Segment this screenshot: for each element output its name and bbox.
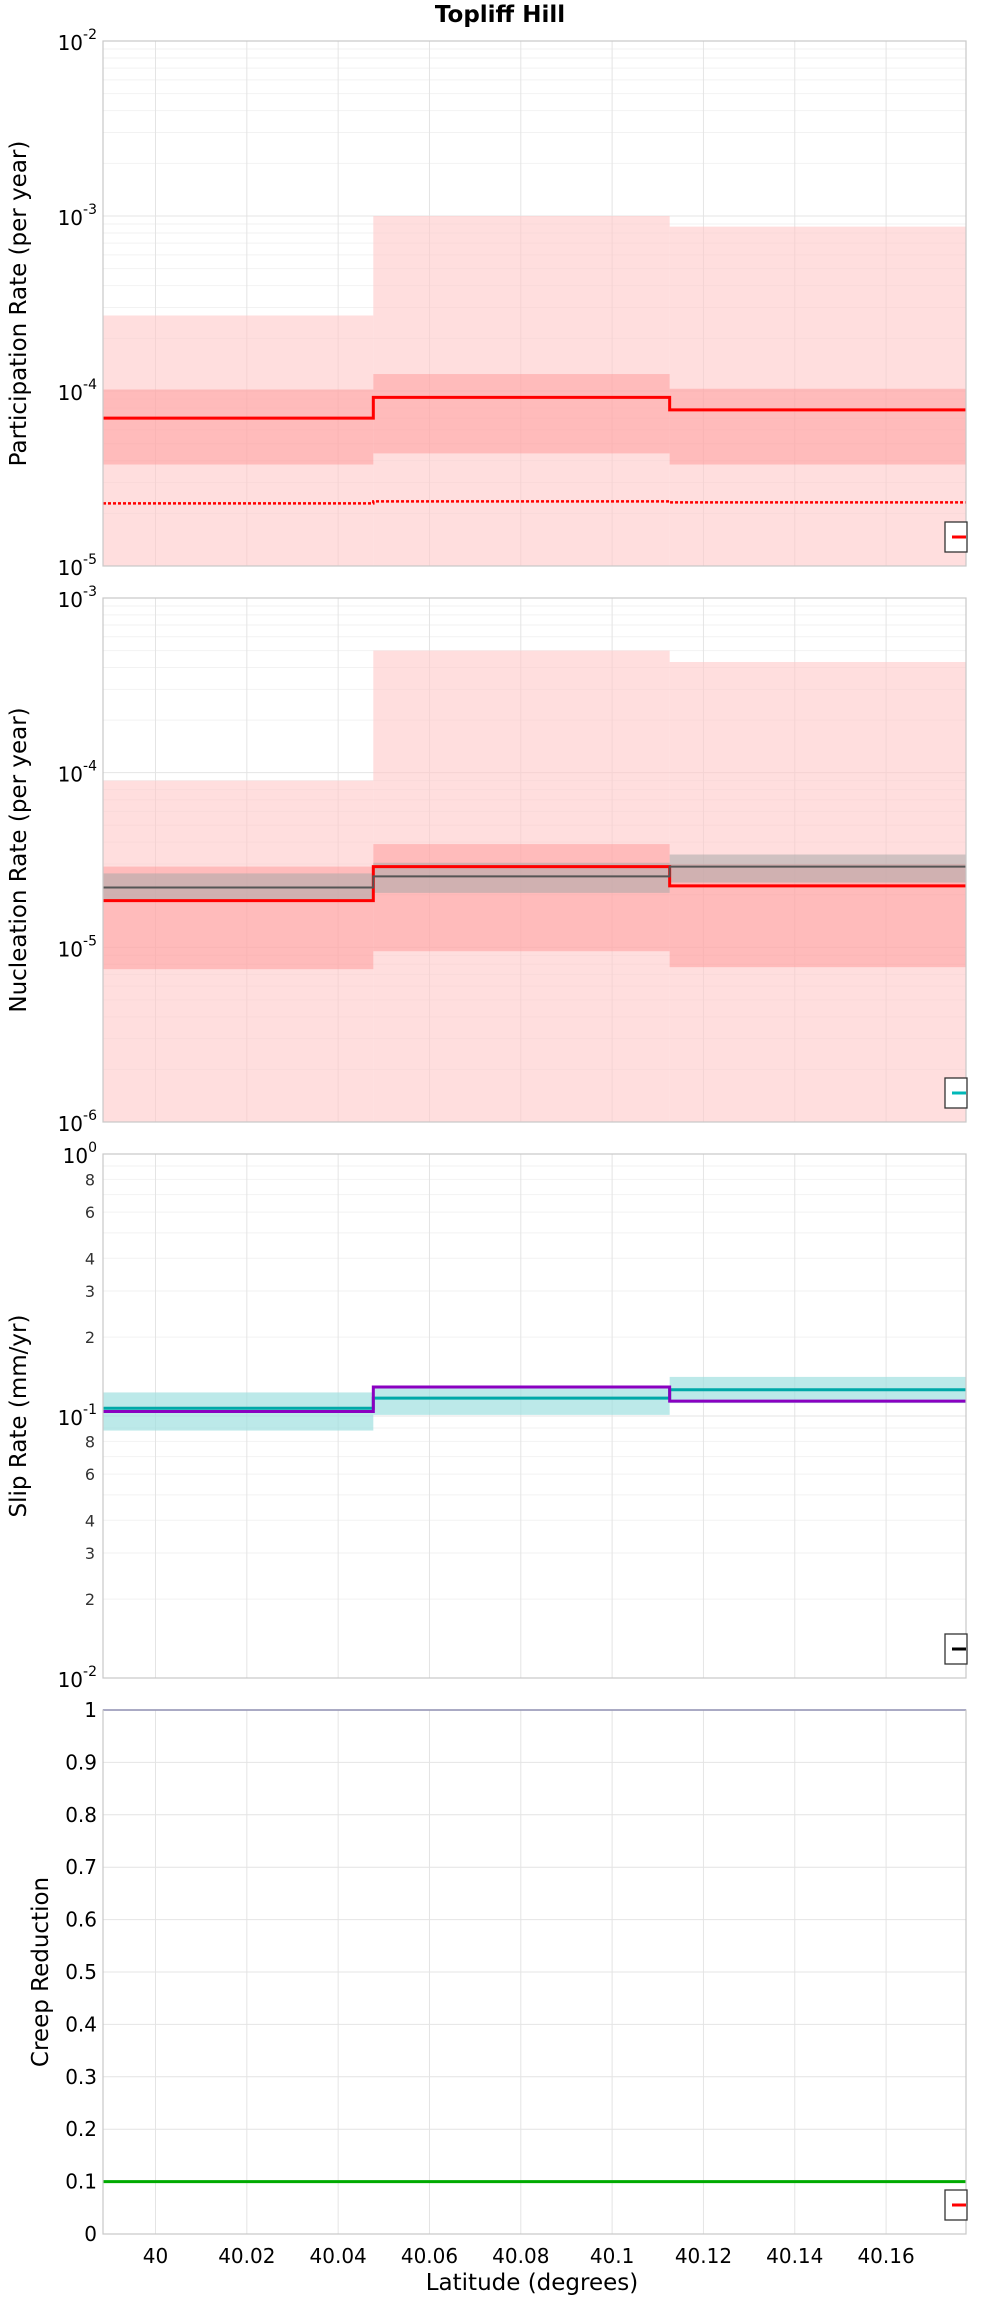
panel-3: 100 10-1 10-2 8 6 4 3 2 8 6 4 3 2 Slip Rate (mm/yr) [6, 1140, 968, 1692]
series-line-2 [103, 865, 966, 889]
y-minor-tick-label: 6 [85, 1203, 95, 1222]
y-minor-tick-label: 4 [85, 1511, 95, 1530]
legend [944, 2189, 968, 2221]
y-tick-label: 0.4 [65, 2012, 97, 2036]
plot-border [102, 1153, 967, 1679]
x-tick-label: 40.08 [492, 2244, 549, 2268]
y-tick-label: 0.1 [65, 2170, 97, 2194]
y-axis-label: Creep Reduction [28, 1877, 54, 2067]
panel-2: 10-3 10-4 10-5 10-6 Nucleation Rate (per yea… [6, 584, 968, 1136]
y-tick-label: 10-3 [58, 584, 97, 612]
panel-4: 1 0.9 0.8 0.7 0.6 0.5 0.4 0.3 0.2 0.1 0 Creep Reduc… [28, 1698, 968, 2246]
series-line-1 [103, 865, 966, 903]
series-line-2 [103, 500, 966, 505]
y-tick-label: 0.5 [65, 1960, 97, 1984]
y-tick-label: 100 [63, 1140, 97, 1168]
x-tick-label: 40.16 [857, 2244, 914, 2268]
y-axis-label: Slip Rate (mm/yr) [6, 1315, 32, 1518]
band-1-section-3 [669, 226, 966, 566]
y-axis-label: Participation Rate (per year) [6, 141, 32, 467]
band-1-section-1 [103, 780, 374, 1122]
y-tick-label: 10-6 [58, 1108, 98, 1136]
x-tick-label: 40.14 [766, 2244, 823, 2268]
band-1-section-2 [373, 1387, 670, 1415]
series-line-1 [103, 395, 966, 420]
y-tick-label: 0.6 [65, 1908, 97, 1932]
x-tick-label: 40.1 [590, 2244, 635, 2268]
legend [944, 1077, 968, 1109]
band-2-section-2 [373, 844, 670, 952]
y-tick-label: 10-3 [58, 202, 97, 230]
y-minor-tick-label: 4 [85, 1249, 95, 1268]
band-1-section-3 [669, 662, 966, 1122]
y-minor-tick-label: 3 [85, 1544, 95, 1563]
band-1-section-2 [373, 216, 670, 566]
y-minor-tick-label: 8 [85, 1432, 95, 1451]
y-tick-label: 0.8 [65, 1803, 97, 1827]
y-tick-label: 10-2 [58, 1664, 97, 1692]
band-2-section-1 [103, 389, 374, 465]
x-tick-label: 40.04 [310, 2244, 367, 2268]
x-tick-label: 40.02 [218, 2244, 275, 2268]
y-minor-tick-label: 2 [85, 1328, 95, 1347]
y-tick-label: 0.2 [65, 2117, 97, 2141]
y-tick-label: 1 [84, 1698, 97, 1722]
band-2-section-2 [373, 374, 670, 454]
y-tick-label: 0 [84, 2222, 97, 2246]
band-1-section-1 [103, 315, 374, 566]
y-minor-tick-label: 8 [85, 1170, 95, 1189]
y-minor-tick-label: 6 [85, 1465, 95, 1484]
plot-border [102, 1709, 967, 2235]
y-minor-tick-label: 3 [85, 1282, 95, 1301]
series-line-1 [103, 1388, 966, 1410]
legend [944, 521, 968, 553]
y-tick-label: 0.9 [65, 1750, 97, 1774]
y-tick-label: 0.7 [65, 1855, 97, 1879]
plot-border [102, 40, 967, 567]
series-line-2 [103, 1385, 966, 1414]
y-tick-label: 10-4 [58, 759, 98, 787]
panel-1: 10-2 10-3 10-4 10-5 Participation Rate (per … [6, 27, 968, 580]
band-2-section-3 [669, 388, 966, 465]
y-tick-label: 10-4 [58, 377, 98, 405]
y-tick-label: 10-5 [58, 552, 97, 580]
legend [944, 1633, 968, 1665]
x-tick-label: 40.12 [675, 2244, 732, 2268]
chart-title: Topliff Hill [435, 2, 565, 28]
y-axis-label: Nucleation Rate (per year) [6, 707, 32, 1012]
x-tick-label: 40.06 [401, 2244, 458, 2268]
y-tick-label: 10-1 [58, 1402, 97, 1430]
y-tick-label: 0.3 [65, 2065, 97, 2089]
x-axis-label: Latitude (degrees) [426, 2270, 639, 2296]
x-tick-label: 40 [143, 2244, 168, 2268]
y-tick-label: 10-2 [58, 27, 97, 55]
band-3-section-3 [669, 854, 966, 883]
y-tick-label: 10-5 [58, 933, 97, 961]
plot-border [102, 597, 967, 1123]
y-minor-tick-label: 2 [85, 1590, 95, 1609]
